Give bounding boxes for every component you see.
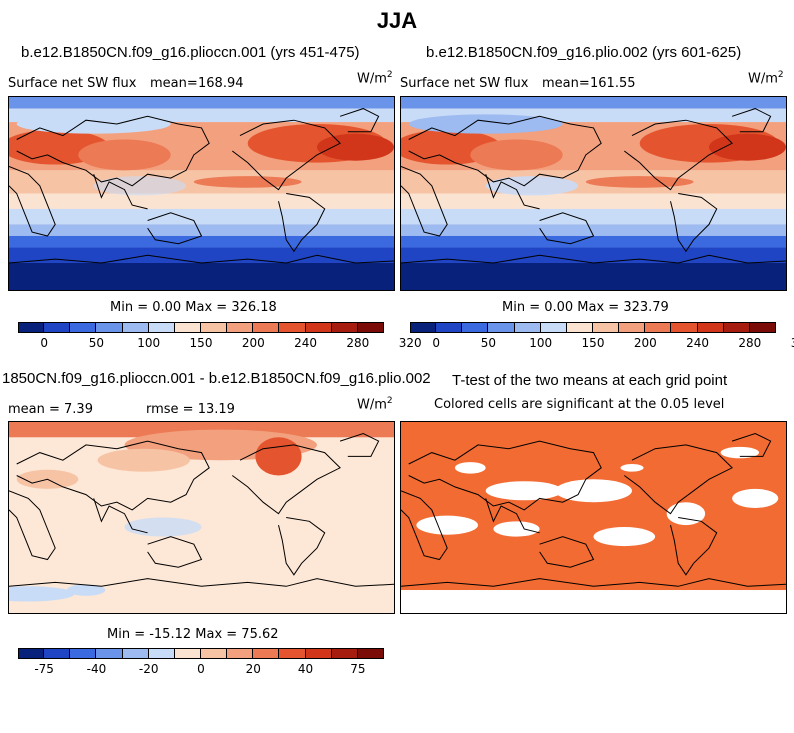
colorbar-swatch [148,648,175,659]
colorbar-tick-label: 0 [197,662,205,676]
panel3-rmse: rmse = 13.19 [146,402,235,417]
panel1-units: W/m2 [357,70,393,87]
panel1-mean-value: 168.94 [198,76,244,91]
panel2-map [400,96,787,291]
colorbar-tick-label: 200 [241,336,265,350]
colorbar-swatch [148,322,175,333]
colorbar-swatch [96,322,123,333]
colorbar-tick-label: 320 [398,336,422,350]
panel2-variable-label: Surface net SW flux [400,76,529,91]
colorbar-tick-label: 20 [245,662,261,676]
colorbar-tick-label: -20 [138,662,159,676]
panel1-mean-label: mean= [150,76,198,91]
colorbar-swatch [174,648,201,659]
colorbar-swatch [253,648,280,659]
colorbar-tick-label: 50 [88,336,105,350]
colorbar-swatch [410,322,437,333]
colorbar-swatch [723,322,750,333]
panel2-units: W/m2 [748,70,784,87]
panel1-map [8,96,395,291]
colorbar-swatch [122,648,149,659]
colorbar-swatch [201,648,228,659]
colorbar-tick-label: 0 [432,336,440,350]
colorbar-swatch [279,648,306,659]
colorbar-tick-label: 200 [633,336,657,350]
colorbar-swatch [331,322,358,333]
colorbar-tick-label: 240 [686,336,710,350]
panel3-mean: mean = 7.39 [8,402,93,417]
panel2-mean-label: mean= [542,76,590,91]
colorbar-swatch [566,322,593,333]
colorbar-tick-label: 280 [346,336,370,350]
panel2-mean-value: 161.55 [590,76,636,91]
colorbar-swatch [514,322,541,333]
colorbar-tick-label: -40 [86,662,107,676]
colorbar-tick-label: 100 [137,336,161,350]
colorbar-swatch [279,322,306,333]
colorbar-swatch [305,648,332,659]
colorbar-tick-label: 0 [40,336,48,350]
colorbar-swatch [201,322,228,333]
colorbar-tick-label: 150 [189,336,213,350]
panel1-title: b.e12.B1850CN.f09_g16.plioccn.001 (yrs 4… [21,44,360,61]
colorbar-swatch [305,322,332,333]
colorbar-swatch [253,322,280,333]
panel2-stats: Min = 0.00 Max = 323.79 [502,300,669,315]
colorbar-swatch [331,648,358,659]
colorbar-swatch [227,322,254,333]
figure-title: JJA [376,8,418,33]
colorbar-swatch [227,648,254,659]
colorbar-tick-label: 150 [581,336,605,350]
colorbar-swatch [70,322,97,333]
colorbar-swatch [436,322,463,333]
colorbar-tick-label: -75 [34,662,54,676]
colorbar-swatch [70,648,97,659]
panel3-title: 1850CN.f09_g16.plioccn.001 - b.e12.B1850… [2,370,431,387]
colorbar-tick-label: 40 [297,662,314,676]
colorbar-swatch [44,648,71,659]
panel4-title: T-test of the two means at each grid poi… [452,372,728,389]
panel2-title: b.e12.B1850CN.f09_g16.plio.002 (yrs 601-… [426,44,742,61]
colorbar-tick-label: 75 [350,662,366,676]
colorbar-swatch [18,322,45,333]
colorbar-tick-label: 50 [480,336,497,350]
colorbar-swatch [671,322,698,333]
colorbar-swatch [122,322,149,333]
colorbar-swatch [462,322,489,333]
colorbar-swatch [540,322,567,333]
colorbar-swatch [619,322,646,333]
panel3-stats: Min = -15.12 Max = 75.62 [107,627,279,642]
panel3-units: W/m2 [357,396,393,413]
colorbar-tick-label: 240 [294,336,318,350]
colorbar-swatch [697,322,724,333]
colorbar-tick-label: 100 [529,336,553,350]
colorbar-swatch [645,322,672,333]
panel4-subtitle: Colored cells are significant at the 0.0… [434,397,725,412]
colorbar-swatch [44,322,71,333]
panel4-map [400,421,787,614]
colorbar-swatch [96,648,123,659]
colorbar-swatch [174,322,201,333]
colorbar-tick-label: 280 [738,336,762,350]
colorbar-swatch [18,648,45,659]
panel3-map [8,421,395,614]
colorbar-swatch [593,322,620,333]
panel1-stats: Min = 0.00 Max = 326.18 [110,300,277,315]
colorbar-tick-label: 320 [791,336,794,350]
panel1-variable-label: Surface net SW flux [8,76,137,91]
colorbar-swatch [488,322,515,333]
